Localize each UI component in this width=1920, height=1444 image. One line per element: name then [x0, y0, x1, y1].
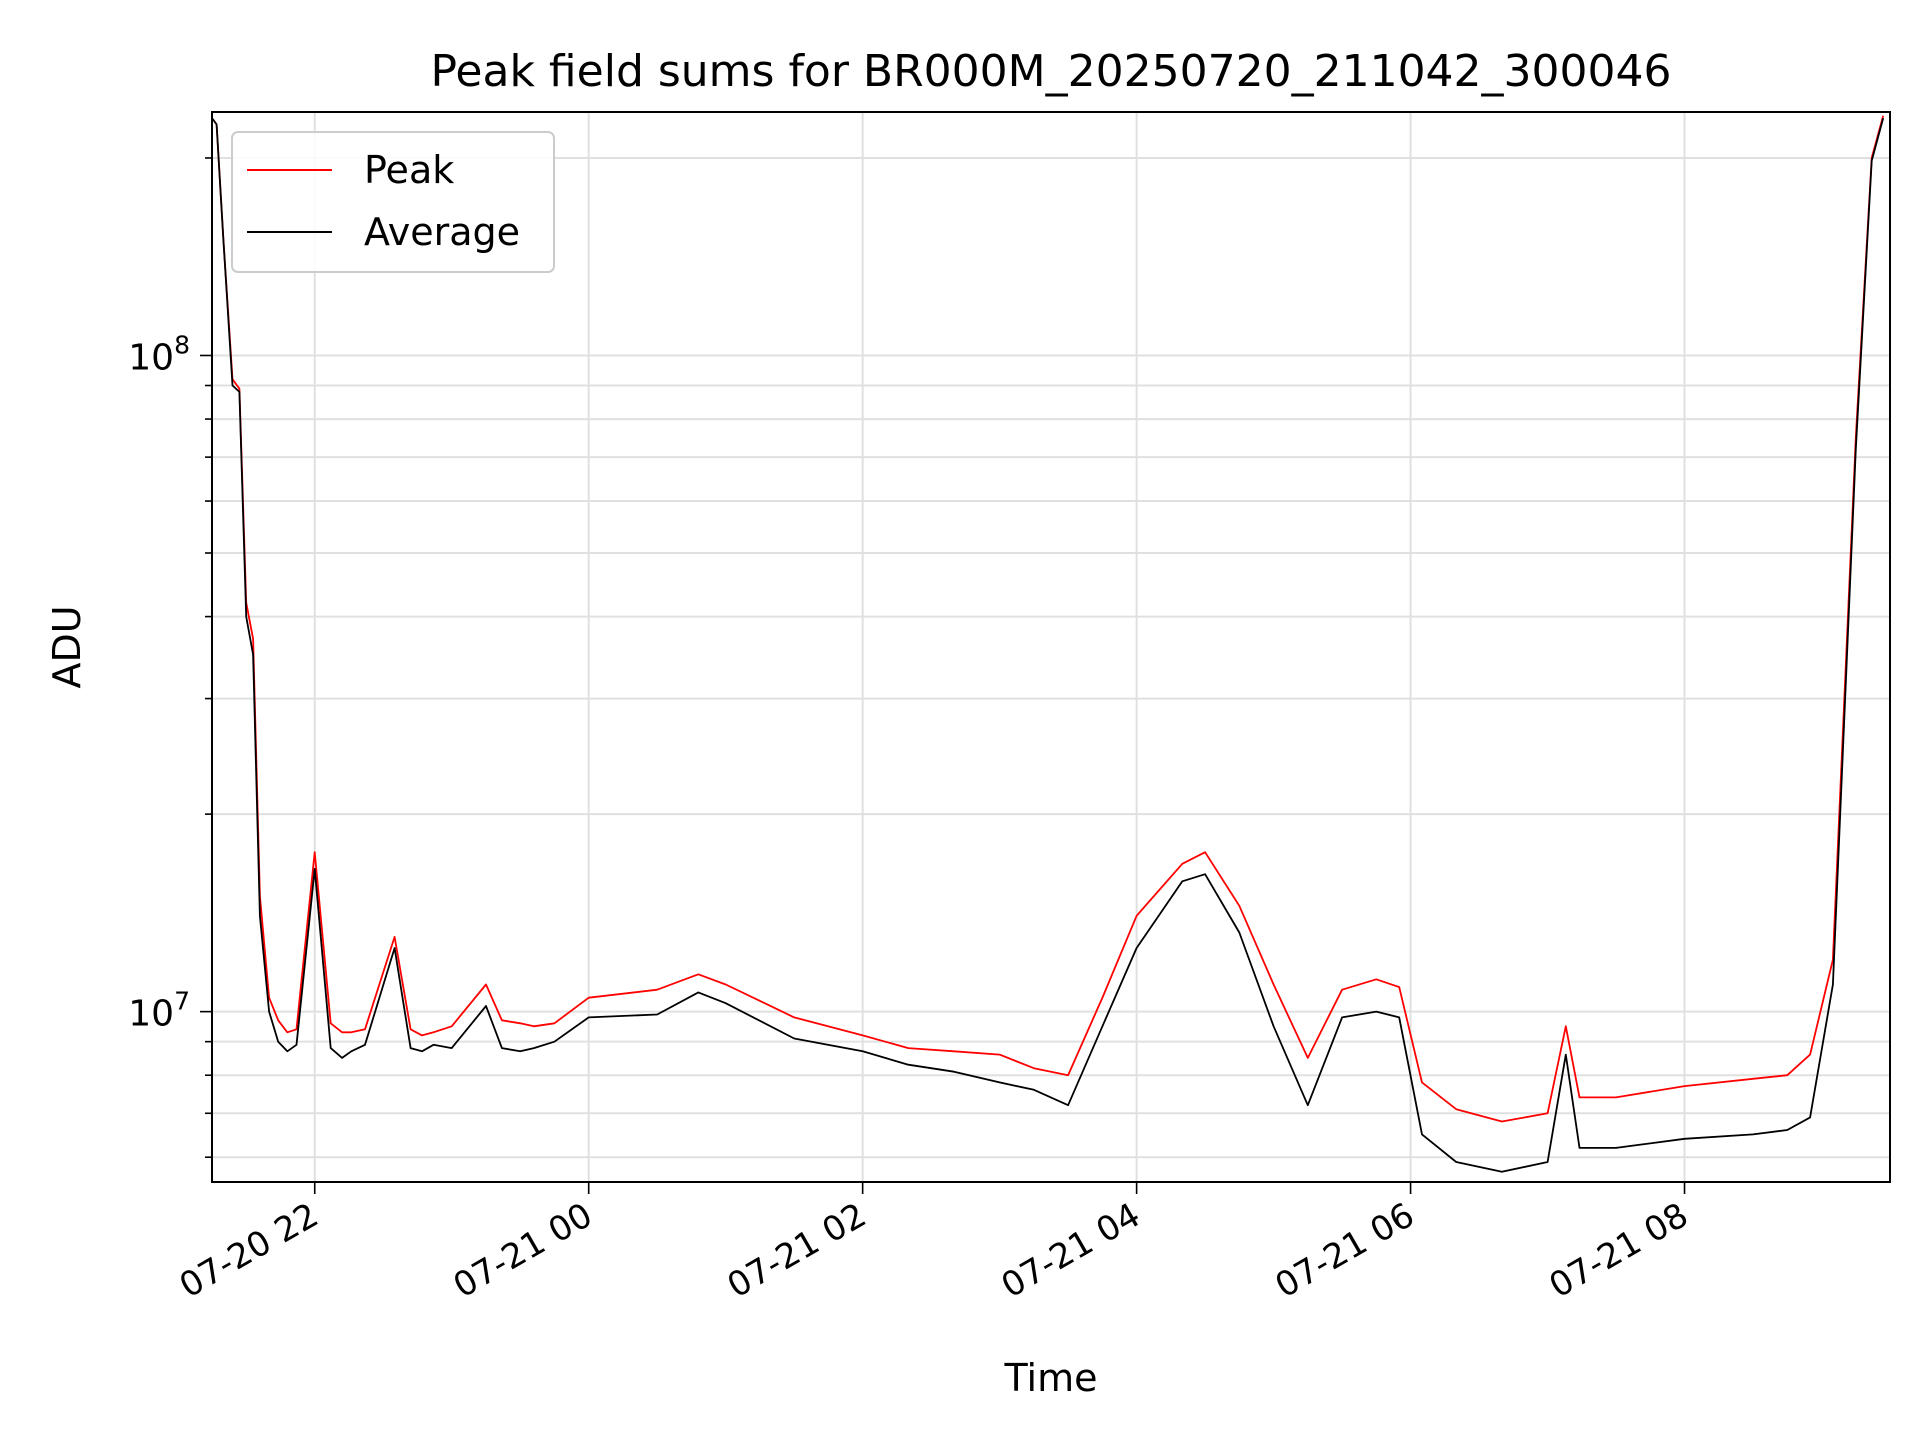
y-tick-label: 107 — [128, 987, 190, 1035]
x-tick-label: 07-21 08 — [1543, 1195, 1695, 1306]
grid-layer — [212, 112, 1890, 1182]
y-axis-label: ADU — [45, 605, 89, 688]
legend: Peak Average — [231, 131, 555, 273]
x-tick-label: 07-21 04 — [995, 1195, 1147, 1306]
legend-label-average: Average — [364, 210, 520, 254]
plot-frame — [211, 111, 1891, 1183]
legend-box — [231, 131, 555, 273]
chart-title: Peak field sums for BR000M_20250720_2110… — [430, 46, 1671, 97]
series-layer — [211, 115, 1885, 1173]
y-axis: 107 108 — [128, 157, 212, 1159]
x-tick-label: 07-21 06 — [1269, 1195, 1421, 1306]
x-tick-label: 07-21 02 — [721, 1195, 873, 1306]
x-tick-label: 07-21 00 — [447, 1195, 599, 1306]
series-line-average — [211, 117, 1885, 1173]
x-axis-label: Time — [1004, 1356, 1098, 1400]
y-tick-label: 108 — [128, 330, 190, 378]
x-axis: 07-20 22 07-21 00 07-21 02 07-21 04 07-21 06… — [173, 1182, 1695, 1306]
legend-label-peak: Peak — [364, 148, 454, 192]
x-tick-label: 07-20 22 — [173, 1195, 325, 1306]
series-line-peak — [211, 115, 1885, 1123]
